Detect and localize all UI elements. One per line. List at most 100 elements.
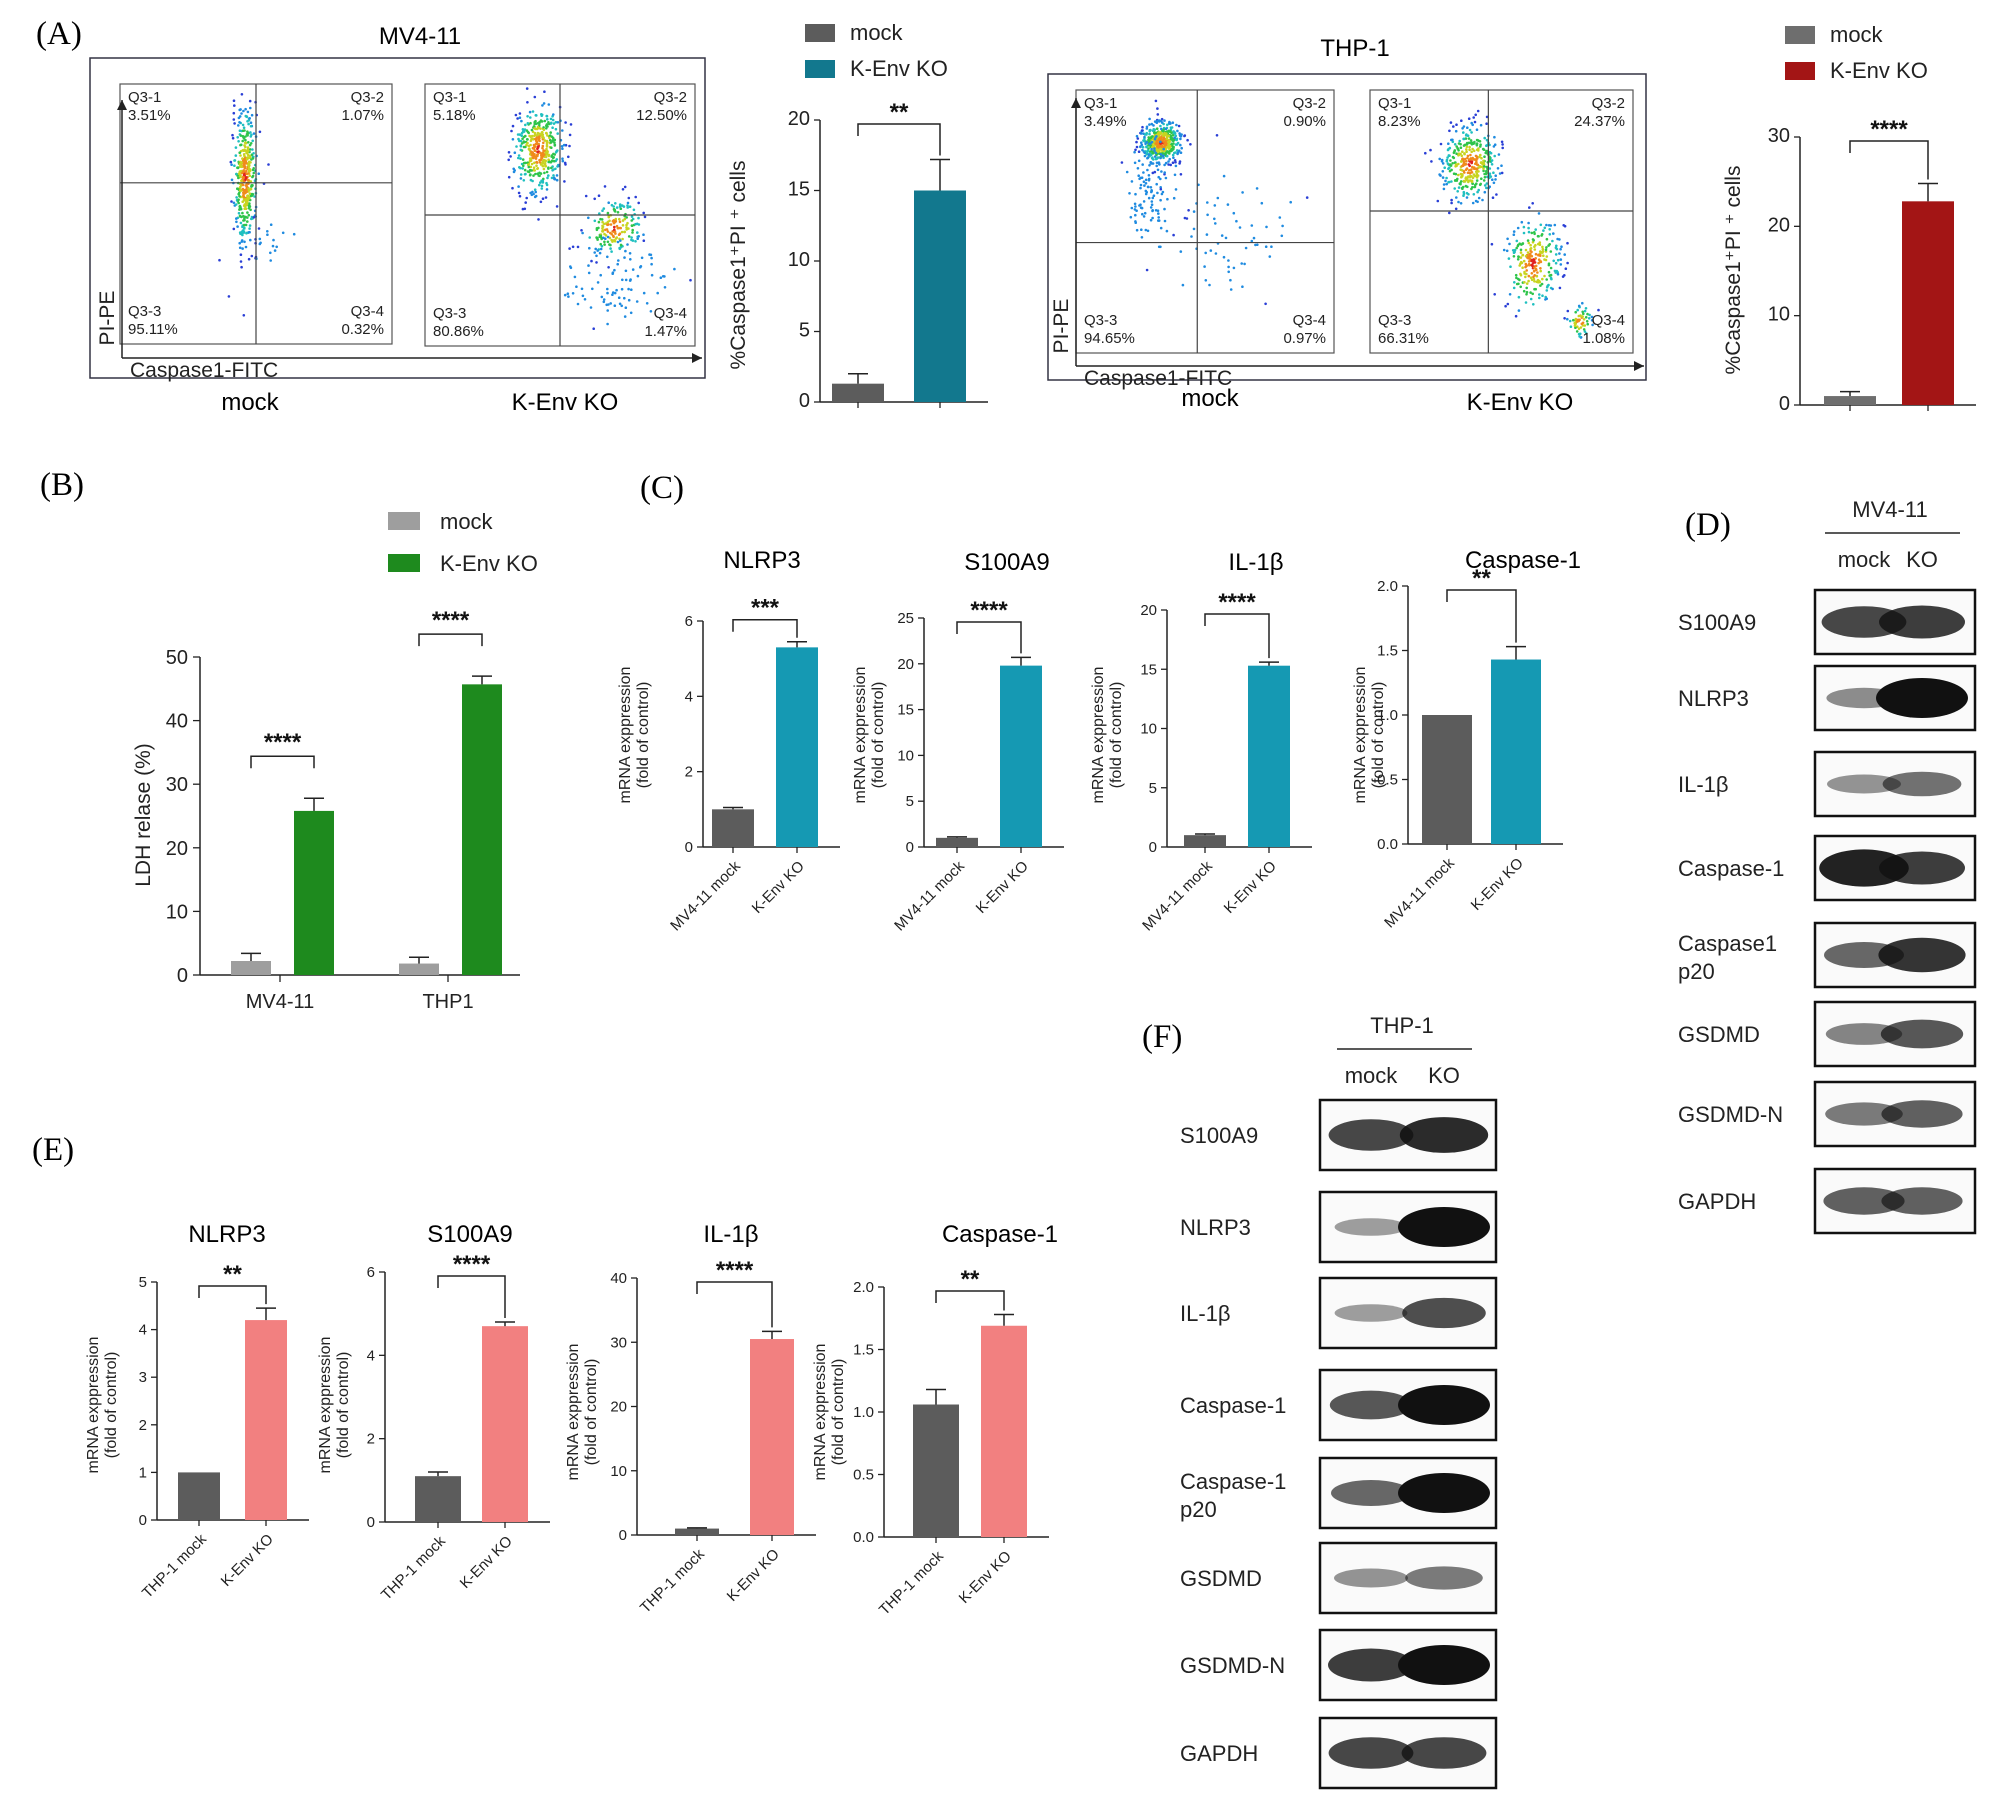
event-dot [1465, 145, 1469, 149]
event-dot [1539, 223, 1543, 227]
event-dot [248, 170, 251, 173]
event-dot [1462, 125, 1466, 128]
event-dot [511, 186, 514, 190]
significance-label: ** [961, 1266, 980, 1293]
event-dot [1149, 161, 1153, 165]
event-dot [246, 148, 250, 152]
event-dot [1585, 332, 1588, 335]
event-dot [625, 226, 628, 229]
event-dot [1154, 99, 1158, 103]
event-dot [1574, 310, 1577, 314]
protein-band [1825, 1023, 1903, 1045]
event-dot [1586, 312, 1589, 316]
event-dot [533, 127, 536, 130]
event-dot [231, 133, 234, 137]
event-dot [1472, 193, 1476, 196]
event-dot [1545, 289, 1549, 292]
event-dot [1454, 172, 1458, 176]
event-dot [528, 110, 532, 114]
y-tick-label: 0 [1149, 839, 1157, 856]
event-dot [1145, 141, 1149, 144]
event-dot [1525, 282, 1529, 285]
event-dot [1140, 129, 1144, 132]
event-dot [1532, 277, 1536, 281]
event-dot [1485, 182, 1489, 185]
event-dot [1566, 317, 1569, 321]
event-dot [1457, 173, 1460, 177]
event-dot [1475, 143, 1479, 147]
event-dot [1190, 235, 1193, 238]
event-dot [1140, 228, 1143, 231]
event-dot [246, 134, 249, 137]
event-dot [1537, 261, 1540, 265]
event-dot [246, 153, 250, 156]
event-dot [642, 239, 646, 242]
quadrant-value: 0.32% [341, 321, 384, 338]
event-dot [525, 143, 528, 147]
event-dot [249, 121, 253, 124]
event-dot [1460, 169, 1464, 172]
event-dot [1583, 309, 1587, 313]
y-tick-label: 50 [166, 647, 188, 669]
event-dot [1179, 137, 1182, 141]
event-dot [1168, 157, 1171, 161]
event-dot [1539, 269, 1542, 273]
event-dot [1483, 165, 1486, 168]
y-axis-label: mRNA exppression [565, 1344, 582, 1481]
event-dot [532, 166, 536, 169]
event-dot [627, 227, 630, 230]
event-dot [1541, 245, 1544, 249]
event-dot [269, 251, 272, 255]
event-dot [1466, 171, 1470, 175]
y-tick-label: 0 [799, 390, 810, 412]
event-dot [1141, 163, 1144, 166]
x-tick-label: K-Env KO [724, 1546, 783, 1605]
event-dot [518, 166, 521, 169]
quadrant-name: Q3-3 [433, 305, 466, 322]
event-dot [621, 219, 625, 222]
event-dot [555, 174, 559, 177]
event-dot [1475, 170, 1478, 174]
event-dot [239, 134, 243, 137]
event-dot [1232, 266, 1236, 270]
legend-label: mock [850, 20, 904, 45]
event-dot [546, 176, 549, 180]
event-dot [1141, 125, 1144, 129]
y-tick-label: 2.0 [1377, 578, 1398, 595]
event-dot [1175, 123, 1178, 127]
event-dot [616, 240, 620, 244]
event-dot [1543, 274, 1546, 278]
event-dot [1143, 151, 1146, 154]
event-dot [1542, 229, 1545, 232]
event-dot [563, 293, 567, 297]
event-dot [1470, 180, 1474, 184]
event-dot [542, 161, 545, 165]
y-tick-label: 20 [1140, 602, 1157, 619]
event-dot [1540, 234, 1543, 237]
event-dot [1465, 191, 1469, 195]
event-dot [650, 273, 654, 277]
event-dot [1533, 261, 1537, 264]
event-dot [540, 153, 543, 157]
event-dot [1144, 228, 1148, 232]
y-tick-label: 2 [139, 1417, 147, 1434]
event-dot [549, 131, 552, 134]
event-dot [1484, 172, 1488, 176]
event-dot [547, 158, 550, 161]
bar [294, 810, 334, 975]
event-dot [1527, 221, 1530, 225]
chart-title: IL-1β [703, 1221, 758, 1248]
event-dot [1558, 238, 1561, 241]
x-tick-label: THP-1 mock [876, 1547, 947, 1618]
event-dot [1540, 282, 1544, 286]
event-dot [241, 123, 245, 127]
y-tick-label: 0 [177, 965, 188, 987]
event-dot [1527, 262, 1531, 266]
significance-label: **** [453, 1251, 491, 1278]
event-dot [235, 172, 238, 176]
legend-swatch [805, 60, 835, 78]
event-dot [1505, 249, 1509, 253]
event-dot [1203, 265, 1206, 268]
event-dot [636, 237, 639, 240]
